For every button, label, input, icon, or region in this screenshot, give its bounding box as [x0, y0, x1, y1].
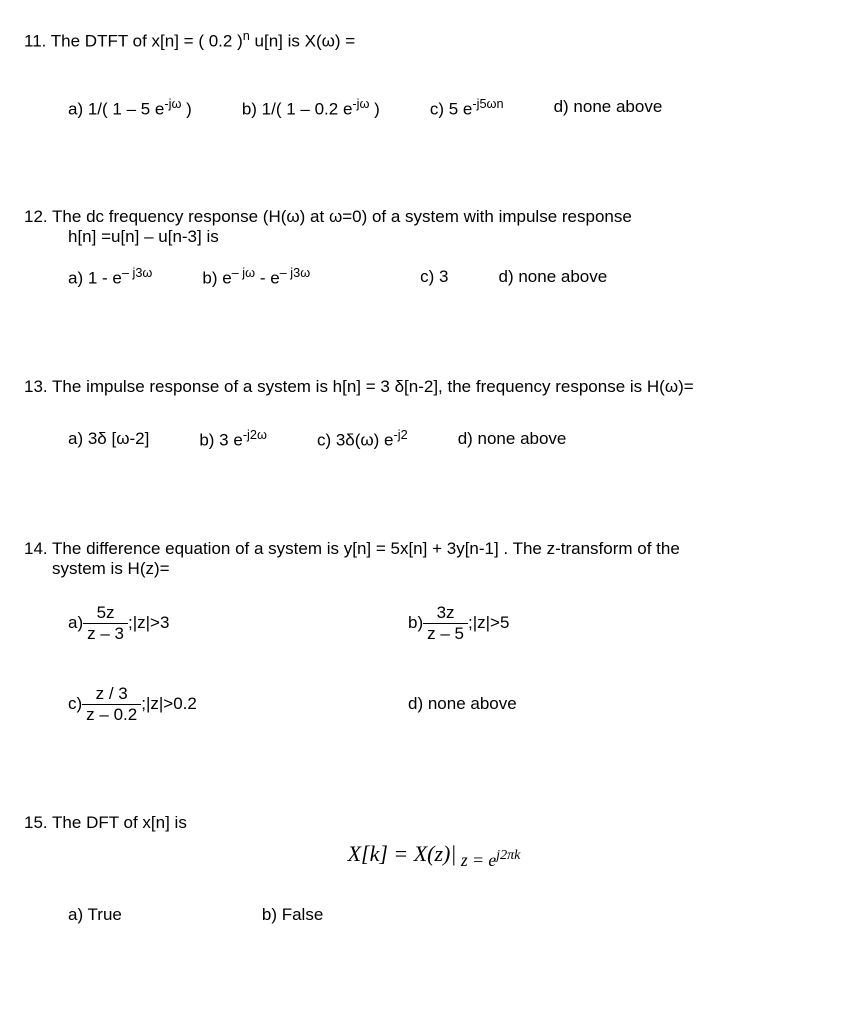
- q11-options: a) 1/( 1 – 5 e-jω ) b) 1/( 1 – 0.2 e-jω …: [68, 96, 844, 138]
- q14-opt-d[interactable]: d) none above: [408, 694, 517, 714]
- q13-options: a) 3δ [ω-2] b) 3 e-j2ω c) 3δ(ω) e-j2 d) …: [68, 427, 844, 469]
- q14-opt-a[interactable]: a) 5z z – 3 ;|z|>3: [68, 603, 408, 644]
- q13-opt-b[interactable]: b) 3 e-j2ω: [199, 427, 267, 451]
- q15-stem: 15. The DFT of x[n] is: [24, 813, 844, 833]
- q13-opt-d[interactable]: d) none above: [458, 429, 567, 449]
- q14-options: a) 5z z – 3 ;|z|>3 b) 3z z – 5 ;|z|>5 c): [68, 603, 844, 743]
- q14-stem-line1: 14. The difference equation of a system …: [24, 539, 844, 559]
- q15-formula: X[k] = X(z)| z = ej2πk: [24, 841, 844, 871]
- q15-options: a) True b) False: [68, 905, 844, 943]
- q14-opt-c[interactable]: c) z / 3 z – 0.2 ;|z|>0.2: [68, 684, 408, 725]
- q11-opt-a[interactable]: a) 1/( 1 – 5 e-jω ): [68, 96, 192, 120]
- q11-opt-c[interactable]: c) 5 e-j5ωn: [430, 96, 504, 120]
- q13-opt-c[interactable]: c) 3δ(ω) e-j2: [317, 427, 408, 451]
- q11-opt-b[interactable]: b) 1/( 1 – 0.2 e-jω ): [242, 96, 380, 120]
- q12-stem-line2: h[n] =u[n] – u[n-3] is: [68, 227, 844, 247]
- question-15: 15. The DFT of x[n] is X[k] = X(z)| z = …: [24, 813, 844, 943]
- q14-stem: 14. The difference equation of a system …: [24, 539, 844, 579]
- question-12: 12. The dc frequency response (H(ω) at ω…: [24, 207, 844, 307]
- q11-stem-a: 11. The DTFT of x[n] = ( 0.2 ): [24, 32, 243, 51]
- q13-stem: 13. The impulse response of a system is …: [24, 377, 844, 397]
- q12-opt-d[interactable]: d) none above: [499, 267, 608, 287]
- q11-opt-d[interactable]: d) none above: [554, 97, 663, 117]
- q11-stem: 11. The DTFT of x[n] = ( 0.2 )n u[n] is …: [24, 28, 844, 52]
- q15-opt-a[interactable]: a) True: [68, 905, 122, 925]
- q12-stem: 12. The dc frequency response (H(ω) at ω…: [24, 207, 844, 247]
- q13-opt-a[interactable]: a) 3δ [ω-2]: [68, 429, 149, 449]
- q12-opt-a[interactable]: a) 1 - e– j3ω: [68, 265, 152, 289]
- q11-stem-b: u[n] is X(ω) =: [250, 32, 355, 51]
- q12-stem-line1: 12. The dc frequency response (H(ω) at ω…: [24, 207, 844, 227]
- q12-options: a) 1 - e– j3ω b) e– jω - e– j3ω c) 3 d) …: [68, 265, 844, 307]
- q12-opt-b[interactable]: b) e– jω - e– j3ω: [202, 265, 310, 289]
- q11-stem-sup: n: [243, 28, 250, 43]
- q15-opt-b[interactable]: b) False: [262, 905, 323, 925]
- q14-stem-line2: system is H(z)=: [52, 559, 844, 579]
- question-14: 14. The difference equation of a system …: [24, 539, 844, 743]
- q14-opt-b[interactable]: b) 3z z – 5 ;|z|>5: [408, 603, 509, 644]
- q12-opt-c[interactable]: c) 3: [420, 267, 448, 287]
- question-13: 13. The impulse response of a system is …: [24, 377, 844, 469]
- question-11: 11. The DTFT of x[n] = ( 0.2 )n u[n] is …: [24, 28, 844, 137]
